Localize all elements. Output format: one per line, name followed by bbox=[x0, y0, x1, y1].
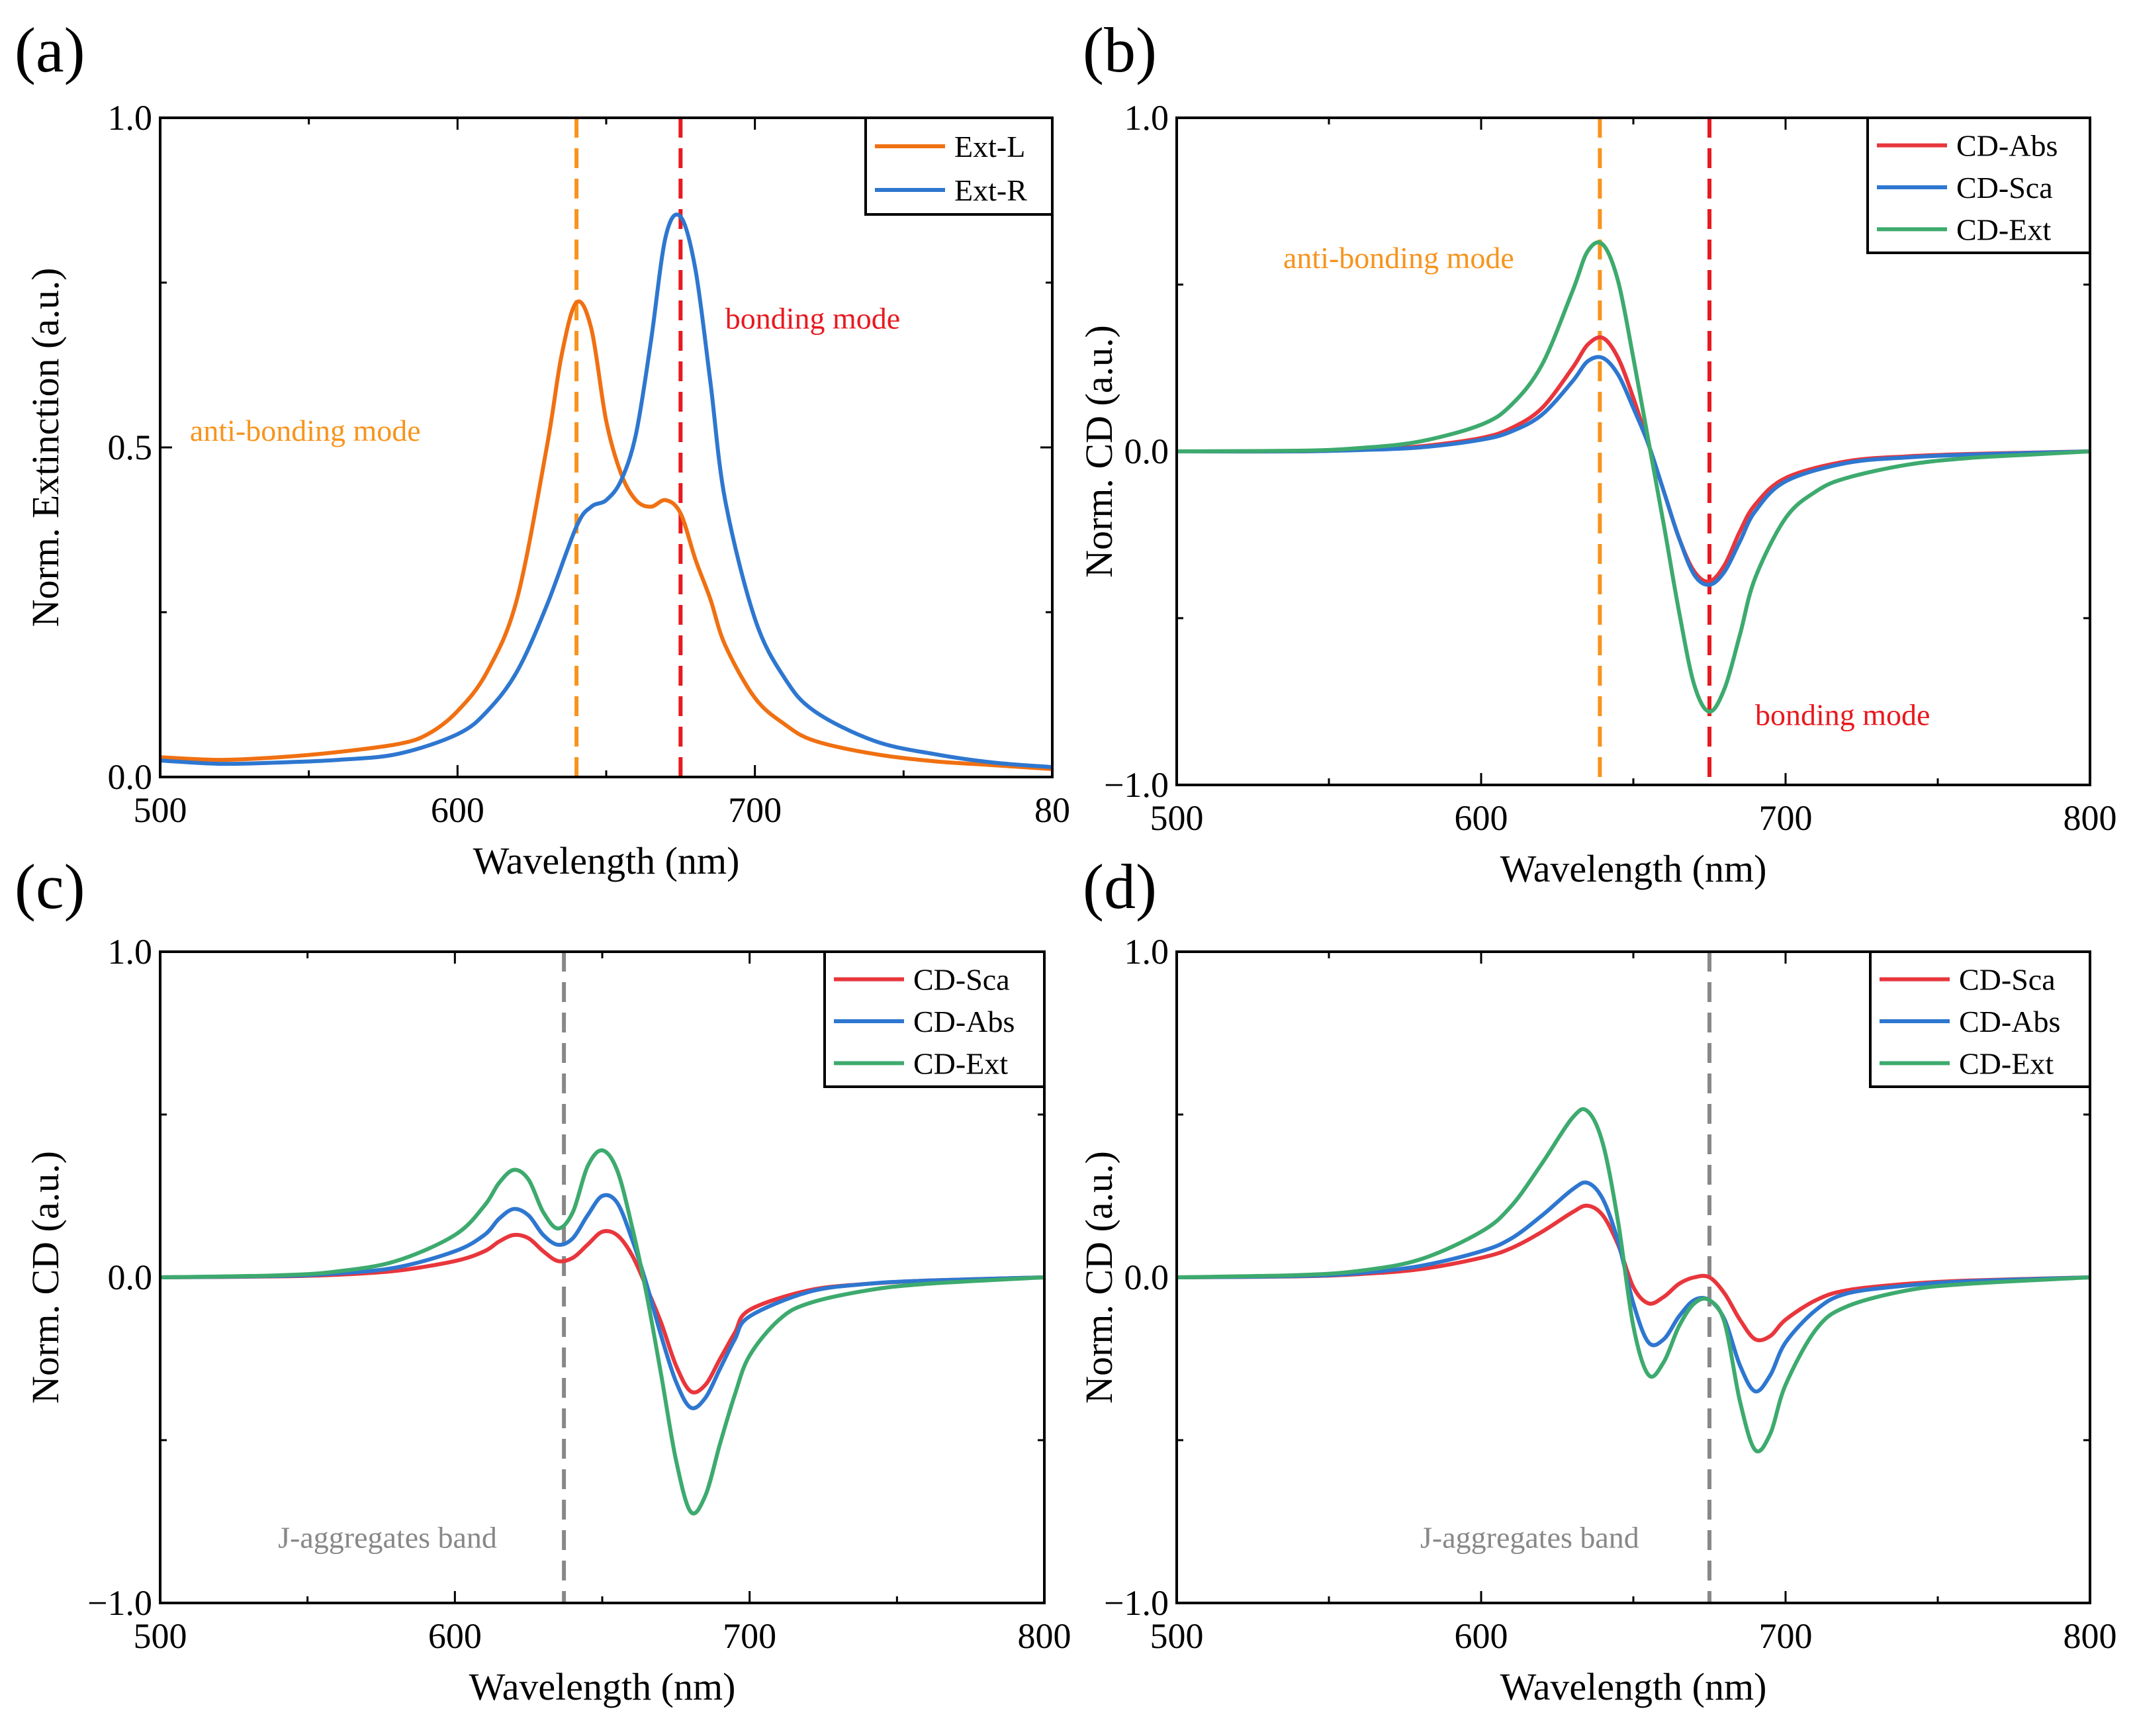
x-axis-label: Wavelength (nm) bbox=[1500, 847, 1767, 890]
legend-label: Ext-L bbox=[954, 130, 1025, 163]
x-tick-label: 700 bbox=[728, 790, 782, 830]
x-tick-label: 500 bbox=[1150, 798, 1204, 838]
x-tick-label: 700 bbox=[1759, 1616, 1813, 1656]
series-line-cd-abs bbox=[1177, 1180, 2090, 1394]
legend-label: CD-Abs bbox=[1956, 129, 2058, 163]
panel-letter: (b) bbox=[1083, 15, 1157, 85]
annotation: J-aggregates band bbox=[278, 1520, 497, 1554]
legend-label: Ext-R bbox=[954, 173, 1027, 207]
x-tick-label: 600 bbox=[428, 1616, 482, 1656]
legend-label: CD-Abs bbox=[913, 1005, 1015, 1038]
x-tick-label: 500 bbox=[134, 1616, 187, 1656]
x-tick-label: 800 bbox=[2064, 798, 2117, 838]
panel-letter: (a) bbox=[15, 15, 85, 85]
y-tick-label: −1.0 bbox=[1104, 765, 1169, 805]
x-tick-label: 700 bbox=[723, 1616, 776, 1656]
y-axis-label: Norm. CD (a.u.) bbox=[24, 1151, 67, 1404]
legend-label: CD-Sca bbox=[913, 963, 1010, 997]
plot-frame bbox=[159, 950, 1046, 1604]
legend-label: CD-Ext bbox=[913, 1046, 1008, 1080]
panel-d: (d) 500 600 700 800 −1.0 0.0 1.0 Wavelength (nm)… bbox=[1077, 851, 2117, 1708]
legend: CD-Sca CD-Abs CD-Ext bbox=[1869, 950, 2091, 1088]
legend-label: CD-Abs bbox=[1959, 1005, 2060, 1038]
panel-a: (a) 500 600 700 80 0.0 0.5 1.0 Wavelength (nm) No… bbox=[15, 15, 1070, 882]
panel-letter: (d) bbox=[1083, 851, 1157, 922]
x-tick-label: 600 bbox=[1455, 1616, 1508, 1656]
y-tick-label: −1.0 bbox=[1104, 1583, 1169, 1623]
y-tick-label: 1.0 bbox=[108, 932, 153, 972]
x-tick-label: 800 bbox=[2064, 1616, 2117, 1656]
y-tick-label: 0.0 bbox=[108, 757, 153, 797]
annotation: anti-bonding mode bbox=[190, 414, 421, 447]
x-tick-label: 700 bbox=[1759, 798, 1813, 838]
x-axis-label: Wavelength (nm) bbox=[473, 839, 740, 882]
y-tick-label: 1.0 bbox=[1124, 932, 1169, 972]
annotation: bonding mode bbox=[1755, 698, 1930, 731]
plot-frame bbox=[1175, 116, 2091, 786]
series-line-cd-abs bbox=[160, 1193, 1044, 1410]
plot-frame bbox=[1175, 950, 2091, 1604]
y-tick-label: 1.0 bbox=[1124, 98, 1169, 138]
x-axis-label: Wavelength (nm) bbox=[1500, 1665, 1767, 1708]
series-line-cd-sca bbox=[1177, 1203, 2090, 1343]
annotation: bonding mode bbox=[725, 302, 900, 336]
series-line-cd-ext bbox=[1177, 1107, 2090, 1453]
y-tick-label: 0.0 bbox=[1124, 1257, 1169, 1297]
y-tick-label: 0.0 bbox=[108, 1257, 153, 1297]
y-tick-label: 1.0 bbox=[108, 98, 153, 138]
series-line-cd-ext bbox=[1177, 240, 2090, 714]
y-tick-label: −1.0 bbox=[87, 1583, 152, 1623]
x-tick-label: 500 bbox=[1150, 1616, 1204, 1656]
series-line-cd-sca bbox=[1177, 355, 2090, 587]
x-tick-label: 80 bbox=[1034, 790, 1070, 830]
panel-letter: (c) bbox=[15, 851, 85, 922]
x-tick-label: 500 bbox=[134, 790, 187, 830]
x-tick-label: 600 bbox=[1455, 798, 1508, 838]
series-line-ext-l bbox=[160, 299, 1052, 771]
annotation: anti-bonding mode bbox=[1283, 241, 1514, 275]
series-line-cd-sca bbox=[160, 1229, 1044, 1394]
y-axis-label: Norm. CD (a.u.) bbox=[1077, 325, 1120, 578]
legend-label: CD-Ext bbox=[1956, 212, 2051, 246]
series-line-cd-ext bbox=[160, 1148, 1044, 1516]
x-axis-label: Wavelength (nm) bbox=[469, 1665, 736, 1708]
y-tick-label: 0.0 bbox=[1124, 432, 1169, 471]
legend-label: CD-Ext bbox=[1959, 1046, 2054, 1080]
x-tick-label: 600 bbox=[431, 790, 484, 830]
panel-c: (c) 500 600 700 800 −1.0 0.0 1.0 Wavelength (nm)… bbox=[15, 851, 1071, 1708]
legend-box bbox=[864, 116, 1054, 216]
annotation: J-aggregates band bbox=[1420, 1520, 1639, 1554]
legend-label: CD-Sca bbox=[1959, 963, 2056, 997]
legend-label: CD-Sca bbox=[1956, 171, 2053, 205]
y-axis-label: Norm. Extinction (a.u.) bbox=[24, 268, 67, 627]
y-axis-label: Norm. CD (a.u.) bbox=[1077, 1151, 1120, 1404]
legend: CD-Sca CD-Abs CD-Ext bbox=[823, 950, 1046, 1088]
plot-frame bbox=[159, 116, 1054, 778]
x-tick-label: 800 bbox=[1018, 1616, 1071, 1656]
panel-b: (b) 500 600 700 800 −1.0 0.0 1.0 Wavelength (nm)… bbox=[1077, 15, 2117, 890]
legend: Ext-L Ext-R bbox=[864, 116, 1054, 216]
series-line-ext-r bbox=[160, 212, 1052, 770]
legend: CD-Abs CD-Sca CD-Ext bbox=[1866, 116, 2091, 254]
y-tick-label: 0.5 bbox=[108, 428, 153, 467]
